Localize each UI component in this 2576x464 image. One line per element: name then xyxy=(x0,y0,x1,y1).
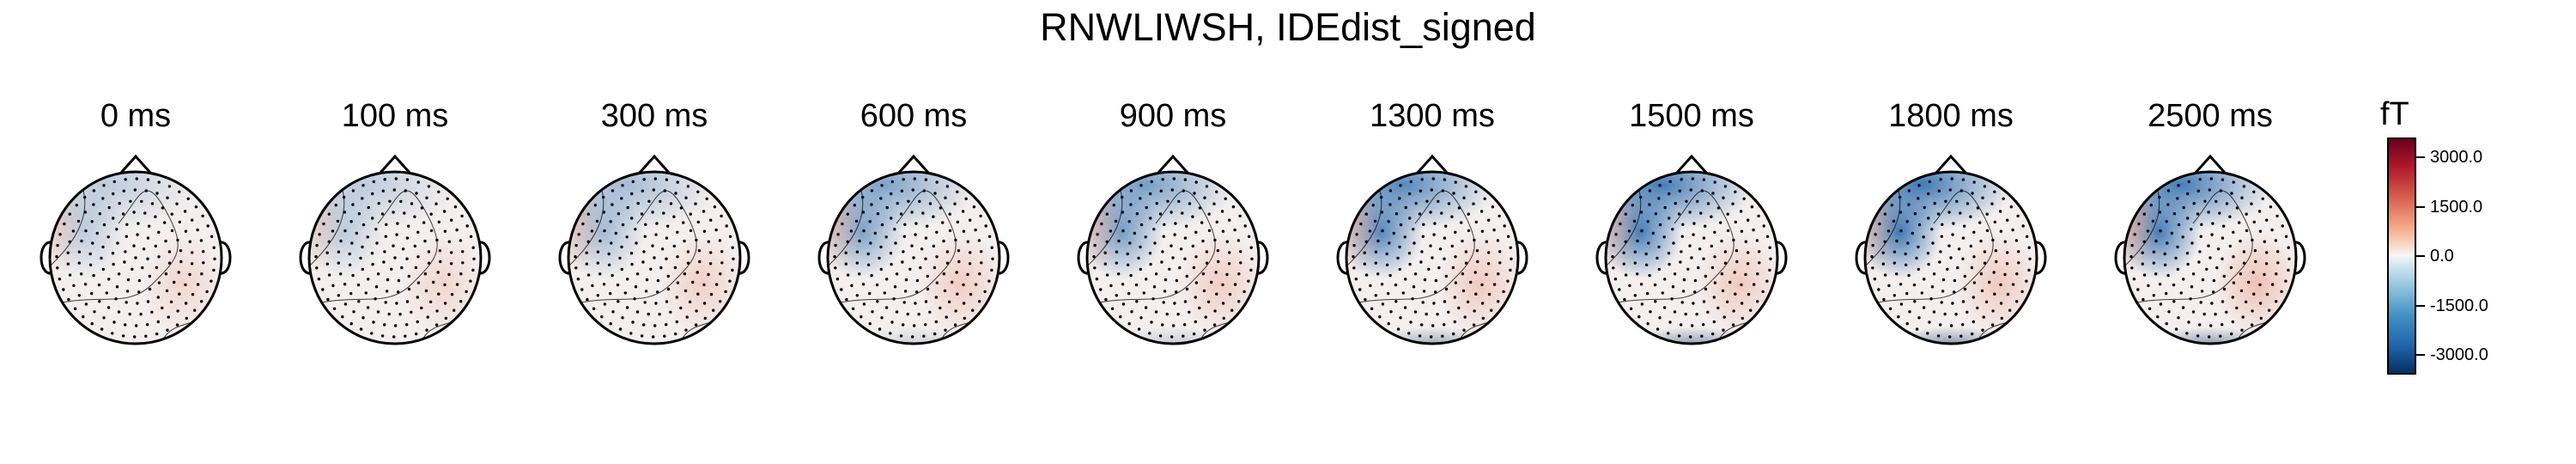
head-outline xyxy=(567,170,742,345)
colorbar-tick-mark xyxy=(2416,156,2425,158)
colorbar-tick-label: 3000.0 xyxy=(2430,148,2483,167)
sensor-dots xyxy=(1352,177,1513,339)
colorbar-tick-mark xyxy=(2416,255,2425,257)
field-map xyxy=(1087,172,1259,344)
nose xyxy=(1934,154,1968,175)
sensor-dots xyxy=(833,177,994,339)
sensor-dots xyxy=(55,177,216,339)
colorbar-tick-label: 1500.0 xyxy=(2430,197,2483,217)
colorbar-tick-mark xyxy=(2416,354,2425,356)
page-title: RNWLIWSH, IDEdist_signed xyxy=(1040,5,1536,49)
panel-title: 300 ms xyxy=(600,98,708,134)
sensor-dots xyxy=(2129,177,2291,339)
topomap xyxy=(39,154,232,345)
head-outline xyxy=(48,170,223,345)
nose xyxy=(1156,154,1190,175)
head-outline xyxy=(1345,170,1520,345)
topomap xyxy=(1077,154,1269,345)
panel-title: 0 ms xyxy=(100,98,172,134)
nose xyxy=(2193,154,2227,175)
topomap xyxy=(817,154,1010,345)
panel-title: 900 ms xyxy=(1119,98,1227,134)
colorbar-tick-label: 0.0 xyxy=(2430,247,2454,266)
head-outline xyxy=(1604,170,1779,345)
head-outline xyxy=(1863,170,2038,345)
head-outline xyxy=(307,170,483,345)
colorbar-tick-mark xyxy=(2416,205,2425,208)
nose xyxy=(637,154,671,175)
topomap xyxy=(2114,154,2306,345)
panel-titles: 0 ms 100 ms 300 ms 600 ms 900 ms 1300 ms 1500 … xyxy=(0,90,2576,142)
colorbar-gradient xyxy=(2387,137,2416,375)
sensor-dots xyxy=(1870,177,2032,339)
head-outline xyxy=(826,170,1001,345)
topomap xyxy=(558,154,750,345)
nose xyxy=(1415,154,1449,175)
nose xyxy=(896,154,931,175)
colorbar-unit: fT xyxy=(2380,96,2409,132)
topomap xyxy=(1336,154,1528,345)
topomap xyxy=(299,154,491,345)
head-outline xyxy=(2123,170,2298,345)
panel-title: 1300 ms xyxy=(1370,98,1495,134)
sensor-dots xyxy=(314,177,476,339)
sensor-dots xyxy=(1611,177,1772,339)
topomap xyxy=(1595,154,1788,345)
colorbar-tick-mark xyxy=(2416,304,2425,307)
head-outline xyxy=(1085,170,1261,345)
nose xyxy=(378,154,412,175)
colorbar-tick-label: -3000.0 xyxy=(2430,345,2488,364)
panel-title: 2500 ms xyxy=(2148,98,2273,134)
nose xyxy=(118,154,153,175)
panel-title: 1800 ms xyxy=(1888,98,2014,134)
colorbar-tick-label: -1500.0 xyxy=(2430,296,2488,315)
colorbar: fT 3000.0 1500.0 0.0 -1500.0 -3000.0 xyxy=(2380,93,2559,385)
panel-title: 600 ms xyxy=(860,98,968,134)
topomap xyxy=(1855,154,2047,345)
sensor-dots xyxy=(574,177,735,339)
nose xyxy=(1674,154,1709,175)
panel-title: 1500 ms xyxy=(1629,98,1754,134)
sensor-dots xyxy=(1092,177,1254,339)
panel-title: 100 ms xyxy=(341,98,449,134)
